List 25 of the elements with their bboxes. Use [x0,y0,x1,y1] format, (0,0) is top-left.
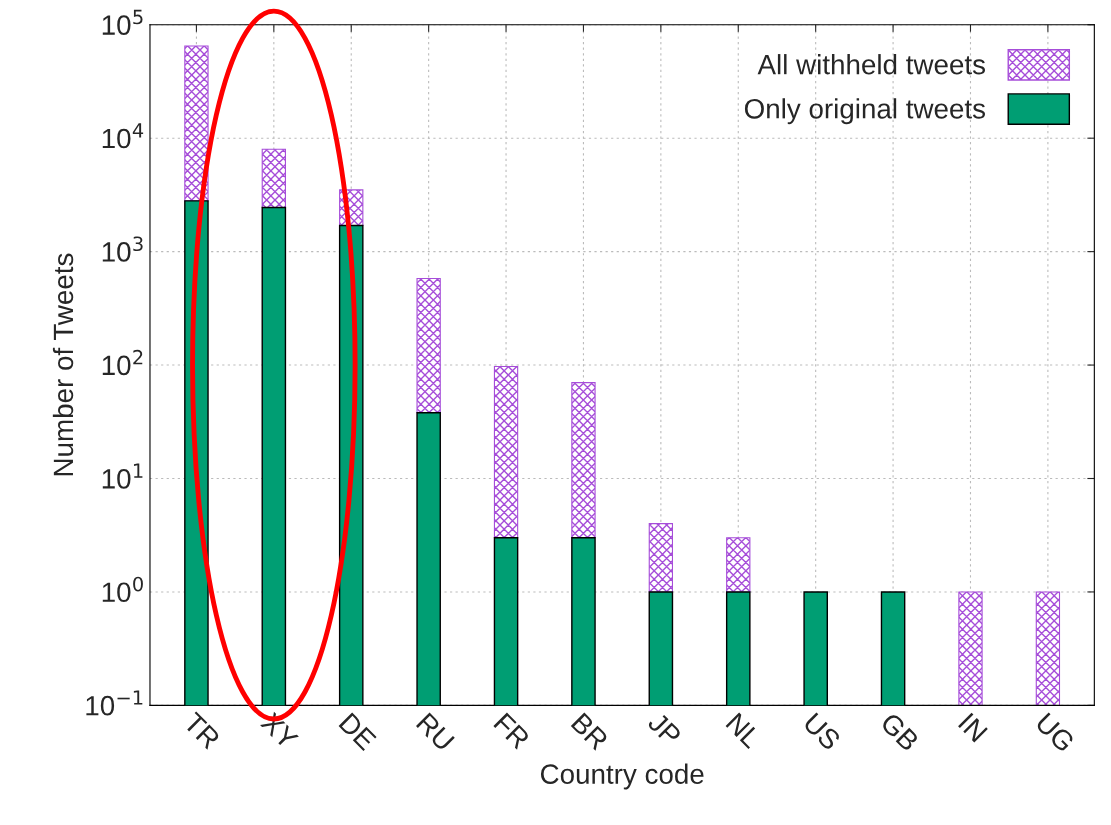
y-tick-label: 10$^{5}$ [102,9,143,35]
x-tick-label: FR [493,712,531,750]
y-tick-label: 10$^{4}$ [102,123,144,149]
y-tick-label: 10$^{1}$ [102,463,143,489]
x-tick-label: US [802,712,842,752]
y-axis-title: Number of Tweets [52,253,74,476]
x-tick-label: NL [725,712,762,749]
legend-label: Only original tweets [744,98,986,125]
x-tick-label: UG [1034,712,1076,753]
x-tick-label: TR [182,711,221,750]
x-axis-title: Country code [540,763,704,790]
legend-label: All withheld tweets [757,54,986,75]
bar [184,45,209,202]
y-tick-label: 10$^{2}$ [102,349,143,376]
y-tick-label: 10$^{−1}$ [86,690,143,716]
x-tick-label: BR [570,712,610,751]
bar [261,148,287,209]
x-tick-label: GB [879,711,920,753]
x-tick-label: IN [958,712,988,743]
x-tick-label: JP [646,711,683,747]
y-tick-label: 10$^{3}$ [102,236,143,262]
x-tick-label: DE [338,712,377,751]
y-tick-label: 10$^{0}$ [102,576,143,603]
x-tick-label: RU [415,712,455,752]
x-tick-label: XY [260,711,299,751]
